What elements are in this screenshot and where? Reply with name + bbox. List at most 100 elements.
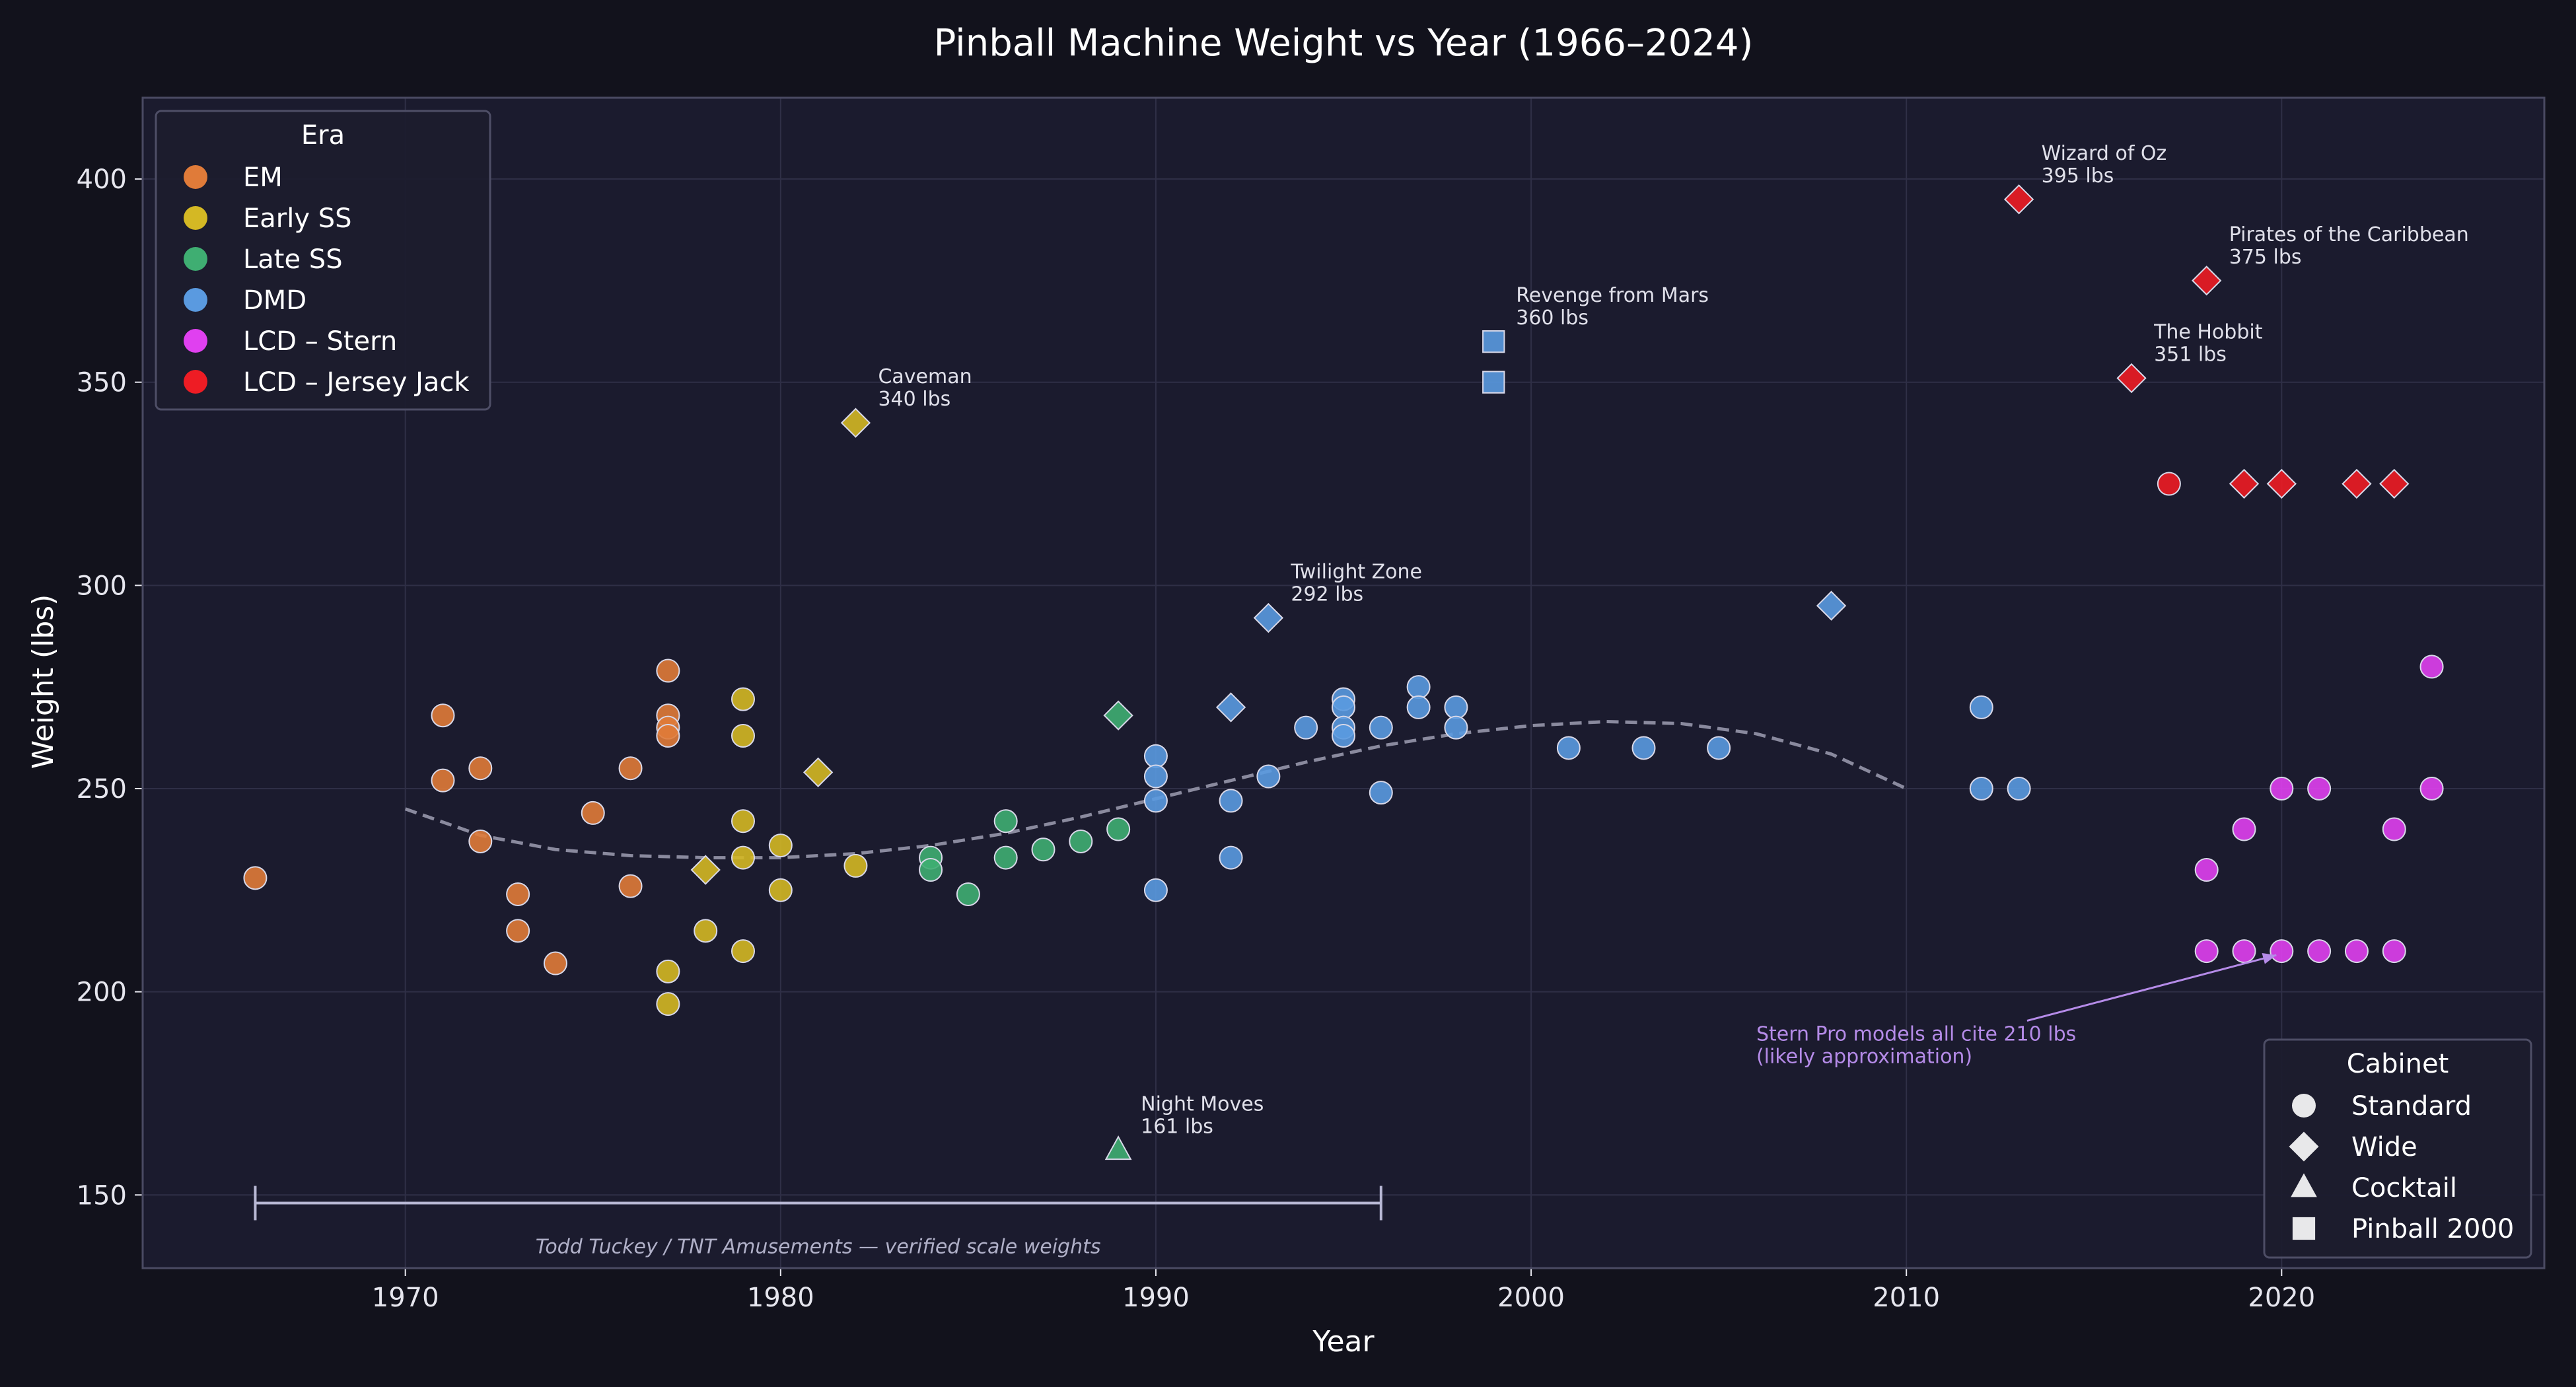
annotation-name: The Hobbit bbox=[2153, 321, 2263, 344]
data-point bbox=[1256, 764, 1281, 789]
data-point bbox=[656, 992, 680, 1016]
y-tick-label: 150 bbox=[77, 1180, 127, 1211]
data-point bbox=[1444, 715, 1468, 740]
cabinet-legend-swatch bbox=[2291, 1173, 2317, 1197]
annotation-value: 395 lbs bbox=[2042, 164, 2114, 188]
y-tick-label: 350 bbox=[77, 368, 127, 398]
data-point bbox=[2229, 468, 2260, 499]
data-point bbox=[1631, 736, 1656, 760]
data-point bbox=[993, 809, 1018, 834]
era-legend-label: DMD bbox=[243, 285, 306, 316]
annotation-name: Night Moves bbox=[1141, 1093, 1264, 1116]
data-point bbox=[618, 874, 643, 898]
data-point bbox=[2379, 468, 2410, 499]
data-point bbox=[1444, 695, 1468, 719]
y-axis-label: Weight (lbs) bbox=[26, 594, 60, 769]
data-point bbox=[2232, 817, 2256, 841]
annotation-value: 360 lbs bbox=[1516, 306, 1589, 330]
x-tick-label: 2000 bbox=[1497, 1283, 1565, 1313]
data-point bbox=[1143, 789, 1168, 813]
annotation-value: 292 lbs bbox=[1291, 583, 1363, 606]
data-point bbox=[431, 768, 455, 793]
data-point bbox=[543, 951, 567, 976]
era-legend: Era EM Early SS Late SS DMD LCD – Stern LCD – … bbox=[155, 110, 491, 411]
plot-frame bbox=[141, 96, 2546, 1269]
data-point bbox=[1106, 817, 1131, 841]
data-point bbox=[2232, 939, 2256, 964]
data-point bbox=[2307, 939, 2332, 964]
cabinet-legend-label: Standard bbox=[2351, 1091, 2472, 1121]
data-point bbox=[656, 723, 680, 748]
annotation-value: 375 lbs bbox=[2229, 246, 2302, 269]
data-point bbox=[1031, 837, 1055, 862]
x-tick-label: 1990 bbox=[1122, 1283, 1190, 1313]
data-point bbox=[506, 882, 530, 906]
annotation-name: Wizard of Oz bbox=[2042, 142, 2167, 165]
era-legend-label: EM bbox=[243, 162, 283, 193]
data-point bbox=[656, 959, 680, 983]
data-point bbox=[2266, 468, 2297, 499]
data-point bbox=[1556, 736, 1581, 760]
data-point bbox=[2157, 472, 2181, 496]
data-point bbox=[1406, 695, 1431, 719]
data-point bbox=[1369, 781, 1393, 805]
data-point bbox=[2419, 776, 2444, 800]
data-point bbox=[2382, 939, 2406, 964]
data-point bbox=[1143, 764, 1168, 789]
era-legend-label: Late SS bbox=[243, 244, 343, 275]
data-point bbox=[2270, 939, 2294, 964]
cabinet-legend: Cabinet Standard Wide Cocktail Pinball 2000 bbox=[2263, 1038, 2532, 1259]
data-point bbox=[1969, 695, 1993, 719]
annotation-value: 161 lbs bbox=[1141, 1116, 1213, 1139]
data-point bbox=[1253, 602, 1284, 633]
data-point bbox=[2307, 776, 2332, 800]
data-point bbox=[2270, 776, 2294, 800]
cabinet-legend-box bbox=[2263, 1038, 2532, 1259]
data-point bbox=[840, 408, 871, 438]
annotation-value: 351 lbs bbox=[2154, 343, 2227, 367]
era-legend-swatch bbox=[184, 165, 207, 189]
data-point bbox=[993, 845, 1018, 870]
data-point bbox=[731, 809, 755, 834]
era-legend-label: LCD – Stern bbox=[243, 326, 397, 357]
data-point bbox=[1406, 675, 1431, 699]
stern-note-line: Stern Pro models all cite 210 lbs bbox=[1756, 1022, 2076, 1046]
data-point bbox=[1219, 845, 1243, 870]
data-point bbox=[468, 756, 493, 781]
data-point bbox=[690, 855, 721, 885]
stern-note-arrowhead bbox=[2262, 952, 2277, 964]
data-point bbox=[1707, 736, 1731, 760]
data-point bbox=[1143, 744, 1168, 768]
era-legend-swatch bbox=[184, 329, 207, 353]
data-point bbox=[1219, 789, 1243, 813]
data-point bbox=[731, 687, 755, 711]
x-tick-label: 2020 bbox=[2248, 1283, 2315, 1313]
y-tick-label: 300 bbox=[77, 571, 127, 601]
era-legend-swatch bbox=[184, 247, 207, 271]
data-point bbox=[1969, 776, 1993, 800]
cabinet-legend-label: Cocktail bbox=[2351, 1173, 2457, 1203]
data-point bbox=[431, 703, 455, 728]
data-point bbox=[1104, 1135, 1132, 1160]
data-point bbox=[2194, 939, 2219, 964]
cabinet-legend-swatch bbox=[2292, 1217, 2316, 1240]
y-tick-label: 400 bbox=[77, 164, 127, 195]
annotation-name: Pirates of the Caribbean bbox=[2229, 223, 2469, 246]
data-point bbox=[731, 723, 755, 748]
data-point bbox=[581, 800, 605, 825]
x-axis-label: Year bbox=[1312, 1325, 1375, 1359]
x-tick-label: 2010 bbox=[1873, 1283, 1940, 1313]
data-point bbox=[731, 939, 755, 964]
data-point bbox=[694, 919, 718, 943]
data-point bbox=[1332, 695, 1355, 719]
annotation-name: Revenge from Mars bbox=[1516, 284, 1709, 307]
data-point bbox=[2194, 858, 2219, 882]
data-point bbox=[843, 853, 868, 878]
data-point bbox=[1369, 715, 1393, 740]
era-legend-swatch bbox=[184, 206, 207, 230]
data-point bbox=[1143, 878, 1168, 902]
annotation-name: Twilight Zone bbox=[1290, 561, 1422, 584]
cabinet-legend-swatch bbox=[2292, 1094, 2316, 1118]
data-point bbox=[768, 878, 793, 902]
data-point bbox=[1294, 715, 1318, 740]
